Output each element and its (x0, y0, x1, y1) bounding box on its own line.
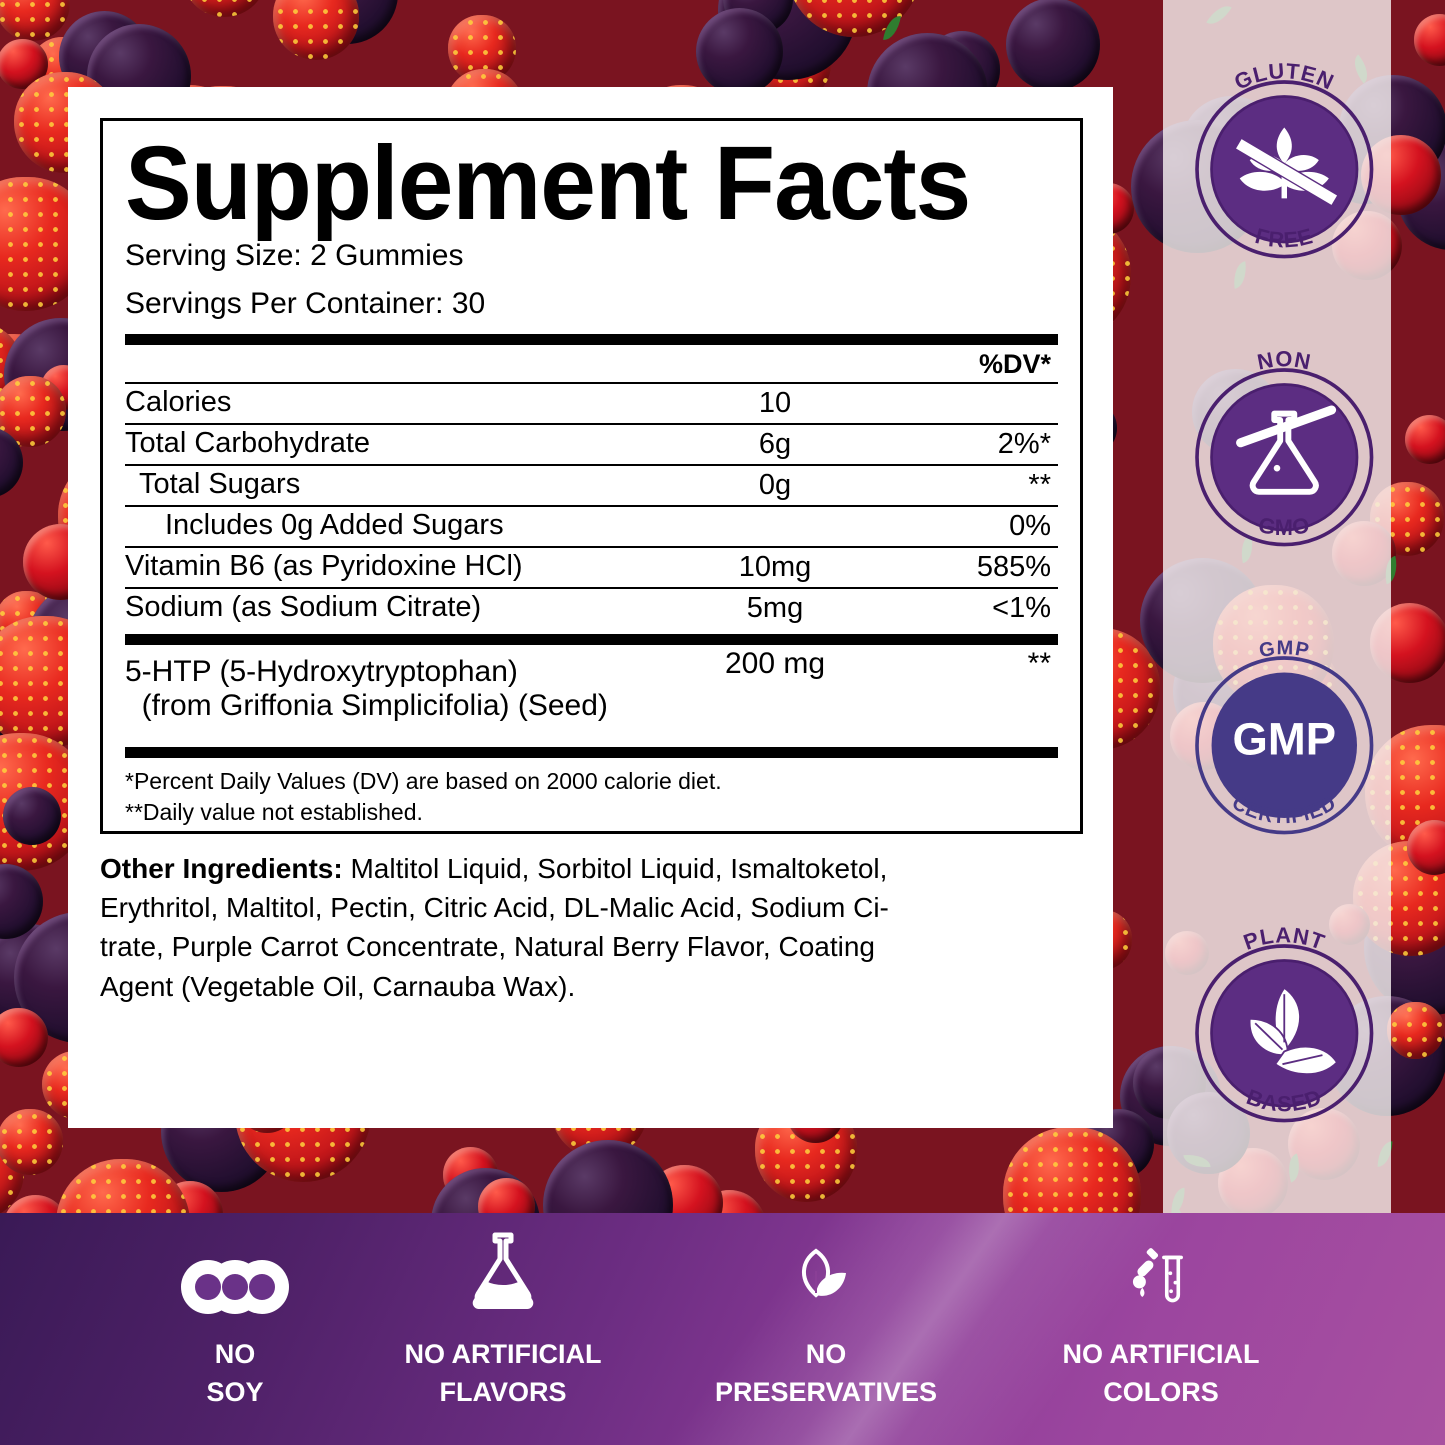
svg-text:GLUTEN: GLUTEN (1230, 58, 1338, 95)
svg-text:PLANT: PLANT (1240, 922, 1329, 955)
svg-text:FREE: FREE (1253, 223, 1316, 253)
svg-text:NON: NON (1255, 346, 1313, 374)
svg-text:GMP: GMP (1233, 713, 1337, 764)
svg-text:GMO: GMO (1256, 512, 1312, 540)
svg-text:GMP: GMP (1257, 637, 1311, 662)
